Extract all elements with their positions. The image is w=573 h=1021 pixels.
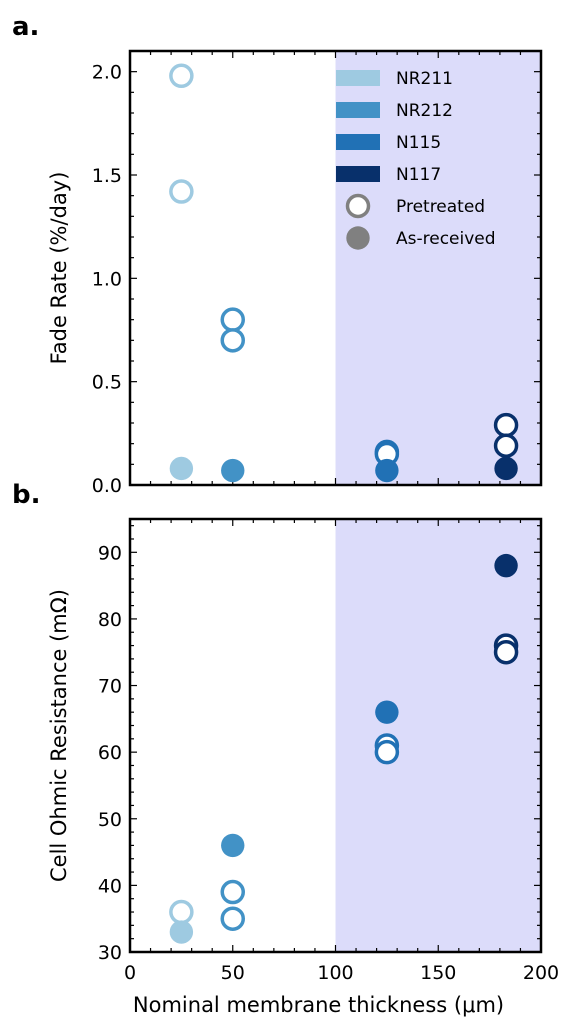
panel-a-y-tick-label: 1.5 [92,165,122,187]
panel-b-label: b. [12,480,41,510]
panel-a-label: a. [12,12,39,42]
panel-a-plot-frame [128,49,543,487]
legend-swatch-n115 [336,134,380,150]
panel-a-point-nr212-pretreated [220,328,245,353]
panel-b-point-nr212-pretreated [220,879,245,905]
legend-marker-as-received [346,226,370,250]
panel-b-y-tick-label: 80 [98,609,122,631]
panel-b-y-tick-label: 30 [98,942,122,964]
panel-b-y-axis-title: Cell Ohmic Resistance (mΩ) [47,589,71,882]
panel-b-point-n117-pretreated [493,639,519,665]
panel-b-point-nr211-as-received [169,920,194,944]
panel-a-point-nr212-as-received [221,458,245,483]
panel-b-point-nr212-as-received [221,833,245,858]
panel-b-point-n115-as-received [375,700,399,724]
legend-swatch-nr211 [336,70,380,86]
legend-label-as-received: As-received [396,229,496,249]
panel-a-point-n115-as-received [375,458,399,483]
panel-b-x-tick-label: 100 [317,962,353,984]
legend-label-nr211: NR211 [396,69,453,89]
panel-a-point-nr211-pretreated [169,179,194,204]
panel-b-y-tick-label: 90 [98,542,122,564]
panel-b-x-tick-label: 150 [420,962,456,984]
legend-swatch-nr212 [336,102,380,118]
panel-a-y-tick-label: 2.0 [92,62,122,84]
panel-a-y-axis-title: Fade Rate (%/day) [47,172,71,365]
panel-a-point-n117-pretreated [493,433,519,458]
panel-a-shaded-region [335,51,541,485]
panel-b-x-tick-label: 0 [124,962,136,984]
legend-label-n115: N115 [396,133,441,153]
panel-b-y-tick-label: 60 [98,742,122,764]
legend-label-n117: N117 [396,165,441,185]
legend-swatch-n117 [336,166,380,182]
panel-b-x-tick-label: 50 [221,962,245,984]
panel-b-point-nr212-pretreated [220,906,245,931]
legend-label-pretreated: Pretreated [396,197,485,217]
panel-b-y-tick-label: 50 [98,809,122,831]
panel-a-y-tick-label: 0.5 [92,372,122,394]
panel-b-plot-frame [128,517,543,954]
panel-b-point-n115-pretreated [374,739,400,765]
legend-label-nr212: NR212 [396,101,453,121]
panel-b-x-tick-label: 200 [523,962,559,984]
panel-b-point-n117-as-received [494,553,518,578]
panel-a-point-nr212-pretreated [220,307,245,332]
panel-a-y-tick-label: 0.0 [92,475,122,497]
panel-b-shaded-region [335,519,541,952]
panel-a-point-n117-pretreated [493,412,519,438]
panel-a-y-tick-label: 1.0 [92,268,122,290]
panel-a-point-n117-as-received [494,456,518,481]
panel-a-point-nr211-pretreated [169,63,194,89]
panel-b-x-axis-title: Nominal membrane thickness (μm) [133,993,504,1017]
panel-b-y-tick-label: 40 [98,875,122,897]
legend-marker-pretreated [345,193,371,219]
panel-b-point-nr211-pretreated [169,899,194,925]
panel-a-point-nr211-as-received [169,456,194,481]
panel-b-y-tick-label: 70 [98,676,122,698]
